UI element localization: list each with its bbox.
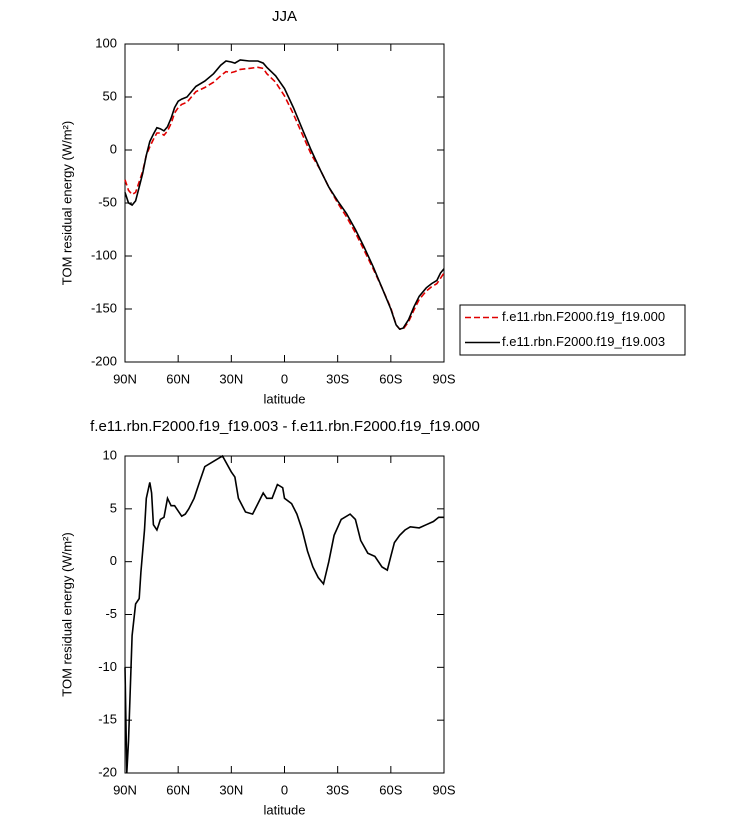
y-tick-label: -15 bbox=[98, 712, 117, 727]
plot-frame bbox=[124, 43, 445, 363]
x-axis-label: latitude bbox=[264, 802, 306, 817]
x-tick-label: 30N bbox=[219, 371, 243, 386]
y-tick-label: -5 bbox=[105, 606, 117, 621]
x-tick-label: 90S bbox=[432, 371, 455, 386]
y-tick-label: -20 bbox=[98, 764, 117, 779]
x-tick-label: 0 bbox=[281, 371, 288, 386]
y-tick-label: 50 bbox=[103, 88, 117, 103]
legend-label: f.e11.rbn.F2000.f19_f19.003 bbox=[502, 334, 665, 349]
y-tick-label: 5 bbox=[110, 500, 117, 515]
x-tick-label: 30N bbox=[219, 782, 243, 797]
x-tick-label: 30S bbox=[326, 782, 349, 797]
y-tick-label: -100 bbox=[91, 247, 117, 262]
y-tick-label: -50 bbox=[98, 194, 117, 209]
x-tick-label: 60N bbox=[166, 782, 190, 797]
y-tick-label: 10 bbox=[103, 447, 117, 462]
x-tick-label: 60N bbox=[166, 371, 190, 386]
y-tick-label: -10 bbox=[98, 659, 117, 674]
y-axis-label: TOM residual energy (W/m²) bbox=[59, 532, 74, 696]
y-tick-label: 100 bbox=[95, 35, 117, 50]
x-tick-label: 90S bbox=[432, 782, 455, 797]
data-line bbox=[124, 66, 445, 330]
x-tick-label: 90N bbox=[113, 371, 137, 386]
y-tick-label: -200 bbox=[91, 353, 117, 368]
y-tick-label: 0 bbox=[110, 553, 117, 568]
plot-frame bbox=[124, 455, 445, 774]
legend-label: f.e11.rbn.F2000.f19_f19.000 bbox=[502, 309, 665, 324]
x-tick-label: 90N bbox=[113, 782, 137, 797]
data-line bbox=[124, 454, 444, 774]
chart-title: JJA bbox=[272, 8, 297, 25]
legend-frame bbox=[459, 304, 686, 356]
x-tick-label: 30S bbox=[326, 371, 349, 386]
y-axis-label: TOM residual energy (W/m²) bbox=[59, 121, 74, 285]
x-tick-label: 60S bbox=[379, 782, 402, 797]
x-tick-label: 0 bbox=[281, 782, 288, 797]
x-axis-label: latitude bbox=[264, 391, 306, 406]
y-tick-label: -150 bbox=[91, 300, 117, 315]
y-tick-label: 0 bbox=[110, 141, 117, 156]
chart-title: f.e11.rbn.F2000.f19_f19.003 - f.e11.rbn.… bbox=[90, 418, 480, 435]
x-tick-label: 60S bbox=[379, 371, 402, 386]
data-line bbox=[124, 59, 445, 331]
